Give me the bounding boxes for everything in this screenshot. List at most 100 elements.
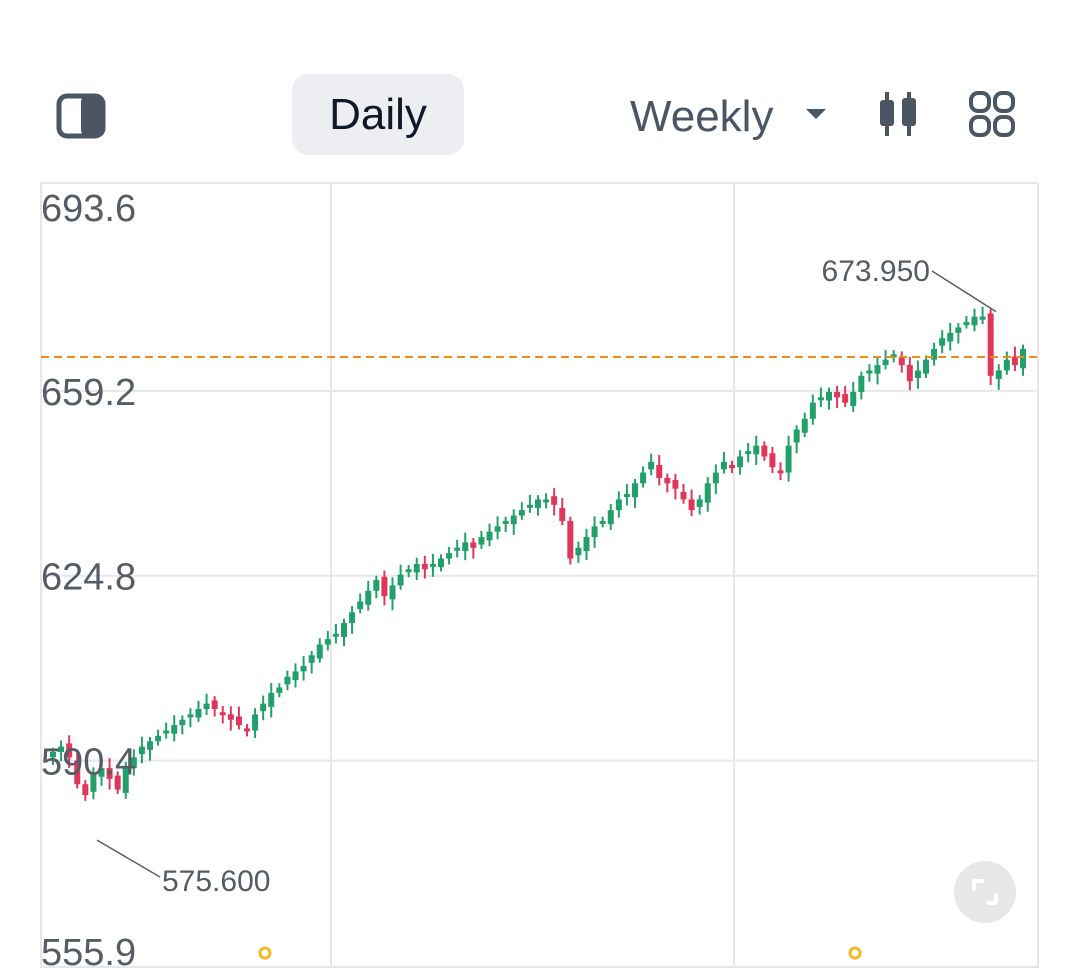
candle-body-66 [583,537,590,552]
candle-body-112 [955,327,962,333]
candle-body-120 [1020,348,1026,369]
candle-body-29 [284,676,291,685]
candle-body-105 [898,357,905,366]
grid-layout-icon[interactable] [968,90,1016,138]
candle-body-116 [987,313,994,376]
tab-weekly[interactable]: Weekly [630,92,774,141]
candle-body-92 [793,429,800,443]
candle-body-11 [138,746,145,755]
candle-body-42 [389,585,396,600]
candle-body-106 [906,365,913,382]
candle-body-6 [98,768,105,777]
candle-body-70 [615,499,622,511]
candle-body-18 [195,709,202,718]
candle-body-78 [680,491,687,500]
candle-body-34 [324,639,331,645]
candle-body-31 [300,666,307,672]
candle-body-20 [211,700,218,710]
candle-body-48 [438,558,444,568]
candle-body-37 [349,612,356,624]
candlestick-chart[interactable]: 693.6 659.2 624.8 590.4 555.9 673.950 575.600 [0,180,1080,977]
candle-body-88 [761,445,768,457]
candle-body-107 [914,370,921,378]
low-annotation-label: 575.600 [162,865,270,898]
candle-body-85 [737,456,744,468]
candle-body-54 [486,531,493,541]
candle-body-119 [1011,356,1018,366]
candle-body-63 [559,508,566,521]
candle-body-10 [130,757,137,769]
high-annotation-label: 673.950 [822,255,930,288]
low-annotation-leader [96,839,161,878]
candle-body-76 [664,477,671,484]
candle-body-2 [66,743,73,758]
candle-body-51 [462,542,469,552]
candle-body-16 [179,719,186,726]
split-panel-icon[interactable] [56,92,106,140]
candle-body-108 [923,359,929,374]
candle-body-33 [316,644,323,659]
candle-body-81 [704,483,711,503]
candle-body-109 [931,348,938,360]
candle-body-100 [858,375,865,392]
event-marker-1 [848,946,862,960]
candle-body-4 [82,784,89,795]
candle-body-65 [575,547,582,556]
candle-body-77 [672,480,679,489]
candle-body-24 [244,728,250,732]
candle-body-45 [413,563,420,573]
candle-body-114 [971,316,978,326]
candlestick-icon[interactable] [876,90,920,138]
event-marker-0 [258,946,272,960]
candle-body-58 [518,510,525,516]
candle-body-47 [429,563,436,567]
candle-body-28 [276,687,283,693]
tab-daily[interactable]: Daily [292,74,464,155]
candle-body-46 [421,563,428,570]
candle-body-96 [826,391,832,401]
high-annotation-leader [931,270,997,313]
fullscreen-button[interactable] [954,861,1016,923]
candle-body-19 [203,703,210,710]
candle-body-113 [963,322,970,326]
candle-body-30 [292,671,299,680]
chart-toolbar: Daily Weekly [0,60,1080,170]
candle-body-27 [268,692,275,707]
candle-body-15 [171,725,178,734]
candle-body-14 [163,730,170,734]
candle-body-39 [365,590,372,605]
candle-body-87 [753,445,760,455]
candle-body-84 [729,465,735,469]
candle-body-102 [874,365,881,374]
candle-body-9 [122,768,129,793]
candle-body-103 [882,359,889,366]
candle-body-117 [995,370,1002,380]
candle-body-95 [817,397,824,401]
candle-body-94 [809,402,816,419]
candle-body-7 [106,768,113,779]
candle-body-60 [535,499,541,509]
candle-body-68 [599,520,606,524]
candle-body-43 [397,574,404,586]
candle-body-110 [939,338,946,346]
y-tick-label: 659.2 [41,372,136,414]
candle-body-59 [526,504,533,508]
candle-body-41 [381,576,388,597]
chevron-down-icon[interactable] [806,109,826,119]
candle-body-38 [357,601,364,610]
candle-body-97 [834,391,841,398]
candle-body-104 [890,354,897,358]
candle-body-23 [235,716,242,726]
y-tick-label: 624.8 [41,557,136,599]
fullscreen-icon [972,879,998,905]
candle-body-64 [567,520,574,559]
candle-body-26 [260,703,267,712]
candle-body-69 [607,510,614,525]
candle-body-82 [712,472,719,484]
candle-body-98 [842,394,849,403]
candle-body-56 [502,520,509,524]
candle-body-35 [332,633,339,637]
candle-body-22 [227,714,234,720]
candle-body-91 [785,445,792,473]
candle-body-25 [252,714,259,731]
